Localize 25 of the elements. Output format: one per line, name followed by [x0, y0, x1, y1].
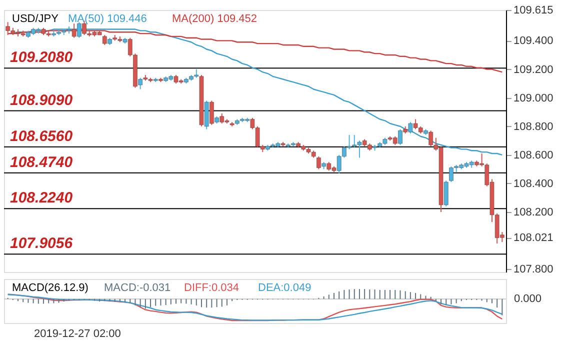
text: 2019-12-27 02:00 [34, 328, 121, 340]
y-tick-label: 109.000 [514, 92, 554, 104]
series-label: MA(200) 109.452 [172, 13, 257, 25]
chart-title: MACD(26.12.9) [12, 282, 88, 294]
y-tick-label: 109.400 [514, 35, 554, 48]
ref-line-label: 108.2240 [10, 190, 74, 207]
chart-title: USD/JPY [12, 13, 60, 25]
ref-line-label: 108.4740 [10, 154, 74, 171]
series-label: DIFF:0.034 [184, 282, 240, 294]
y-tick-label: 109.200 [514, 64, 554, 76]
ref-line-label: 108.9090 [10, 92, 74, 109]
ref-line-label: 107.9056 [10, 235, 74, 252]
ref-line-label: 0.000 [514, 292, 542, 305]
y-tick-label: 107.800 [514, 264, 554, 276]
y-tick-label: 108.021 [514, 232, 554, 244]
series-label: MACD:-0.031 [104, 282, 171, 294]
y-tick-label: 108.800 [514, 120, 554, 133]
series-label: MA(50) 109.446 [68, 13, 147, 25]
y-tick-label: 109.615 [514, 4, 554, 16]
ref-line-label: 109.2080 [10, 49, 74, 66]
ref-line-label: 108.6560 [10, 128, 74, 145]
text: DEA:0.049 [258, 282, 312, 294]
y-tick-label: 108.400 [514, 178, 554, 190]
y-tick-label: 108.600 [514, 149, 554, 162]
y-tick-label: 108.200 [514, 206, 554, 219]
